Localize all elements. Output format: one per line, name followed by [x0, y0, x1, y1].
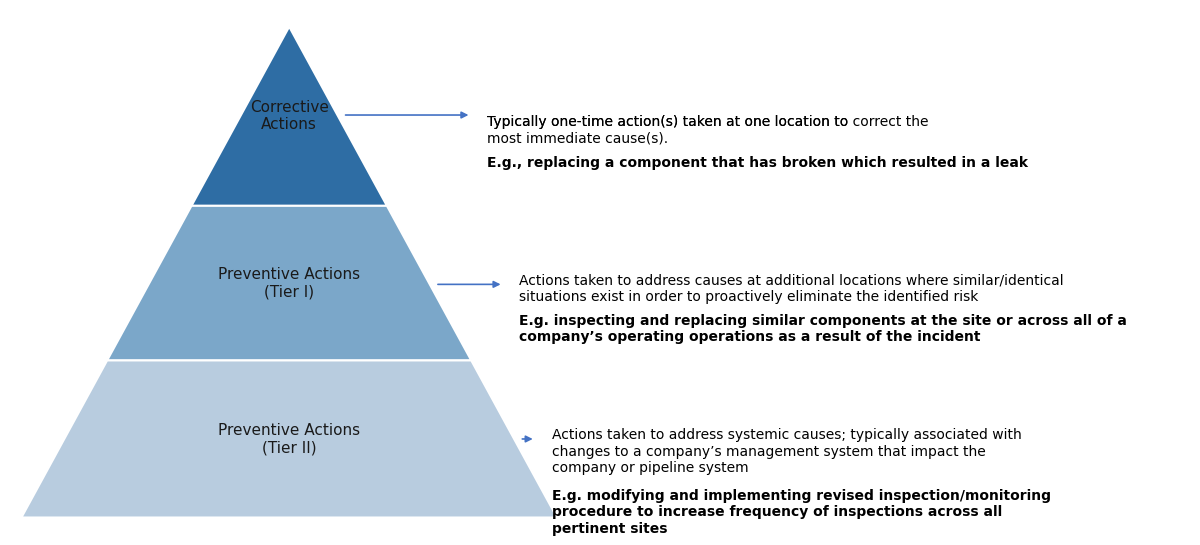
Text: Actions taken to address systemic causes; typically associated with
changes to a: Actions taken to address systemic causes… — [552, 428, 1021, 475]
Text: Typically one-time action(s) taken at one location to: Typically one-time action(s) taken at on… — [487, 115, 853, 129]
Text: Actions taken to address causes at additional locations where similar/identical
: Actions taken to address causes at addit… — [520, 274, 1064, 304]
Text: E.g., replacing a component that has broken which resulted in a leak: E.g., replacing a component that has bro… — [487, 155, 1028, 169]
Text: Preventive Actions
(Tier I): Preventive Actions (Tier I) — [218, 267, 360, 299]
Text: E.g. modifying and implementing revised inspection/monitoring
procedure to incre: E.g. modifying and implementing revised … — [552, 489, 1051, 536]
Text: E.g. inspecting and replacing similar components at the site or across all of a
: E.g. inspecting and replacing similar co… — [520, 314, 1127, 344]
Polygon shape — [22, 360, 557, 518]
Text: Preventive Actions
(Tier II): Preventive Actions (Tier II) — [218, 423, 360, 455]
Polygon shape — [107, 206, 472, 360]
Text: Typically one-time action(s) taken at one location to correct the
most immediate: Typically one-time action(s) taken at on… — [487, 115, 929, 145]
Text: Corrective
Actions: Corrective Actions — [250, 100, 329, 132]
Polygon shape — [192, 27, 386, 206]
